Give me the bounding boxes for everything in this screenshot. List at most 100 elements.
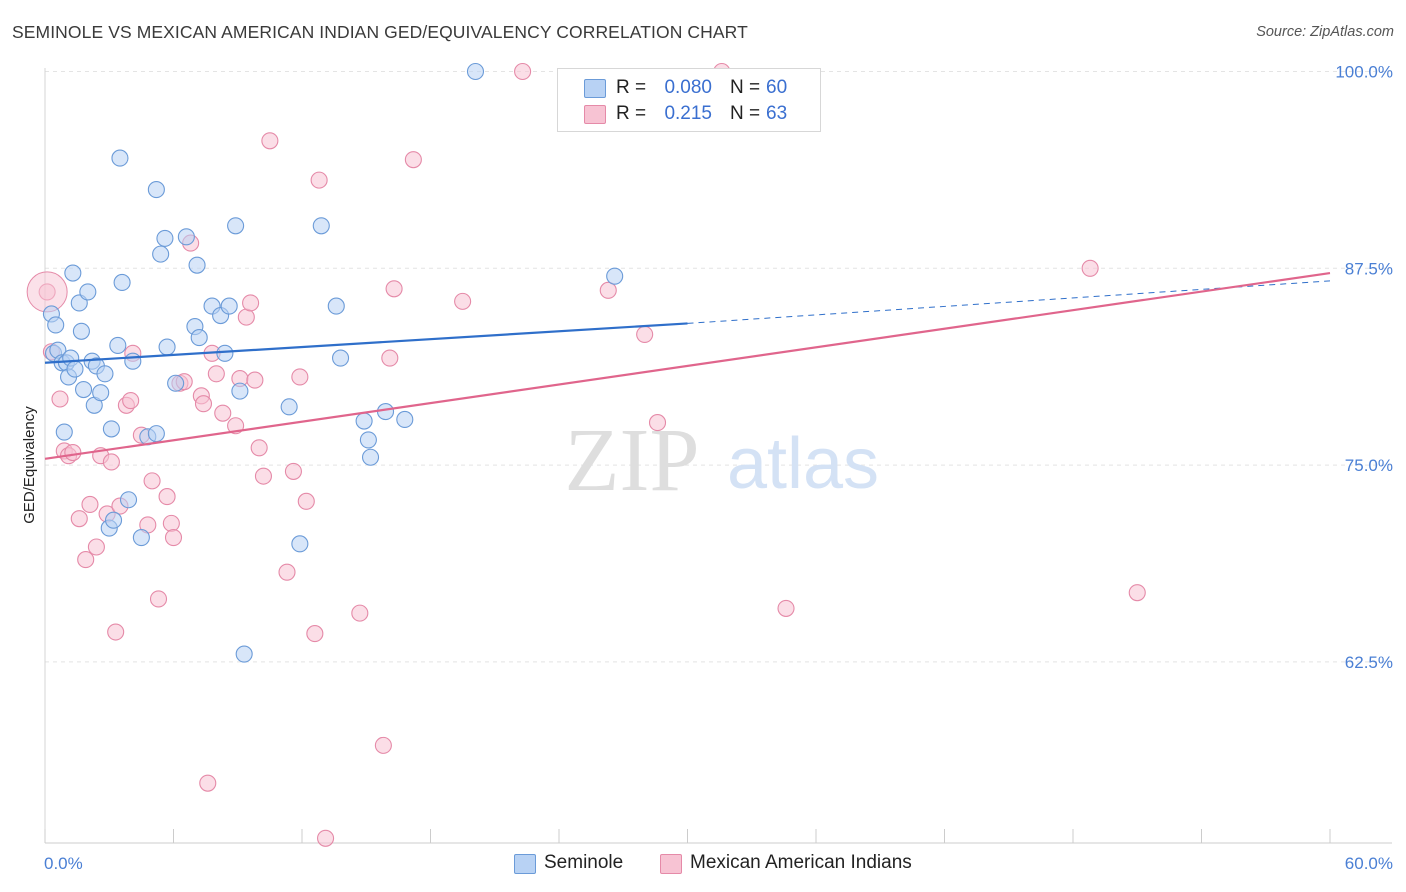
seminole-point bbox=[147, 425, 165, 443]
mexican-point bbox=[310, 171, 328, 189]
seminole-point bbox=[109, 336, 127, 355]
r-value: 0.215 bbox=[664, 103, 712, 124]
seminole-point bbox=[158, 338, 176, 356]
mexican-point bbox=[636, 325, 654, 343]
seminole-point bbox=[331, 349, 350, 367]
x-tick-label-max: 60.0% bbox=[1345, 854, 1393, 873]
trendlines bbox=[44, 271, 1331, 460]
y-axis-label: GED/Equivalency bbox=[21, 406, 38, 524]
mexican-point bbox=[599, 281, 617, 299]
seminole-legend-swatch bbox=[514, 854, 536, 874]
seminole-point bbox=[102, 420, 120, 438]
mexican-point bbox=[242, 294, 260, 312]
y-tick-label: 100.0% bbox=[1335, 62, 1393, 81]
watermark-zip: ZIP bbox=[565, 411, 700, 510]
seminole-point bbox=[167, 374, 185, 392]
seminole-point bbox=[312, 217, 330, 235]
mexican-point bbox=[254, 467, 273, 485]
seminole-point bbox=[119, 491, 138, 509]
mexican-point bbox=[122, 392, 140, 410]
mexican-point bbox=[207, 365, 225, 383]
series-seminole bbox=[42, 62, 624, 663]
seminole-point bbox=[235, 645, 253, 663]
mexican-point bbox=[214, 404, 232, 422]
mexican-point bbox=[454, 292, 472, 310]
seminole-point bbox=[124, 352, 142, 370]
mexican-legend-swatch bbox=[660, 854, 682, 874]
watermark-atlas: atlas bbox=[727, 424, 879, 504]
seminole-point bbox=[280, 398, 298, 416]
mexican-point bbox=[107, 623, 125, 641]
seminole-point bbox=[66, 360, 84, 378]
correlation-legend: R = 0.080 N = 60 R = 0.215 N = 63 bbox=[557, 68, 821, 132]
seminole-trendline-extension bbox=[687, 280, 1331, 324]
seminole-point bbox=[227, 217, 245, 235]
seminole-point bbox=[376, 403, 395, 421]
n-value: 63 bbox=[766, 103, 788, 124]
seminole-point bbox=[96, 365, 114, 383]
mexican-point bbox=[250, 439, 268, 457]
mexican-point bbox=[284, 462, 302, 480]
mexican-point bbox=[278, 563, 296, 581]
seminole-legend-label: Seminole bbox=[544, 852, 624, 873]
mexican-point bbox=[158, 488, 176, 506]
mexican-point bbox=[261, 132, 279, 150]
mexican-point bbox=[1128, 584, 1146, 602]
seminole-point bbox=[156, 229, 174, 247]
mexican-point bbox=[291, 368, 309, 386]
n-label: N = bbox=[730, 103, 761, 124]
seminole-point bbox=[355, 412, 373, 430]
tick-labels: 62.5% 75.0% 87.5% 100.0% 0.0% 60.0% bbox=[44, 62, 1393, 873]
seminole-point bbox=[64, 264, 82, 282]
seminole-point bbox=[291, 535, 309, 553]
mexican-legend-label: Mexican American Indians bbox=[690, 852, 912, 873]
axes bbox=[44, 68, 1392, 844]
mexican-point bbox=[1081, 259, 1099, 277]
seminole-point bbox=[79, 283, 97, 301]
mexican-point bbox=[87, 538, 105, 556]
seminole-point bbox=[188, 256, 206, 274]
mexican-point bbox=[381, 349, 399, 367]
seminole-point bbox=[359, 431, 377, 449]
mexican-point bbox=[149, 590, 168, 608]
mexican-point bbox=[297, 492, 315, 510]
y-tick-label: 87.5% bbox=[1345, 259, 1393, 278]
mexican-point bbox=[404, 151, 422, 169]
seminole-point bbox=[104, 511, 123, 529]
legend-row-mexican: R = 0.215 N = 63 bbox=[558, 101, 820, 127]
seminole-point bbox=[147, 181, 165, 199]
seminole-point bbox=[190, 329, 208, 347]
mexican-point bbox=[317, 829, 335, 847]
gridlines bbox=[45, 70, 1392, 663]
seminole-point bbox=[113, 273, 131, 292]
seminole-point bbox=[92, 384, 110, 402]
mexican-point bbox=[306, 625, 324, 643]
mexican-point bbox=[102, 453, 120, 471]
mexican-point bbox=[194, 395, 213, 413]
mexican-trendline bbox=[44, 271, 1331, 460]
legend-row-seminole: R = 0.080 N = 60 bbox=[558, 75, 820, 101]
seminole-trendline bbox=[44, 322, 688, 364]
seminole-point bbox=[361, 448, 380, 466]
seminole-point bbox=[111, 149, 129, 167]
mexican-point bbox=[70, 510, 88, 528]
seminole-point bbox=[177, 228, 195, 246]
seminole-point bbox=[47, 316, 65, 334]
seminole-point bbox=[132, 528, 150, 547]
source-label: Source: ZipAtlas.com bbox=[1256, 24, 1394, 40]
seminole-point bbox=[152, 245, 170, 263]
r-label: R = bbox=[616, 77, 647, 98]
mexican-point bbox=[199, 774, 217, 792]
mexican-point bbox=[143, 472, 161, 490]
seminole-point bbox=[606, 267, 624, 285]
mexican-swatch bbox=[584, 105, 606, 124]
seminole-point bbox=[396, 410, 414, 429]
mexican-point bbox=[77, 551, 95, 569]
seminole-point bbox=[55, 423, 73, 441]
mexican-point bbox=[51, 390, 69, 408]
y-tick-label: 62.5% bbox=[1345, 653, 1393, 672]
seminole-point bbox=[231, 382, 249, 400]
mexican-point bbox=[374, 736, 392, 754]
n-label: N = bbox=[730, 77, 761, 98]
